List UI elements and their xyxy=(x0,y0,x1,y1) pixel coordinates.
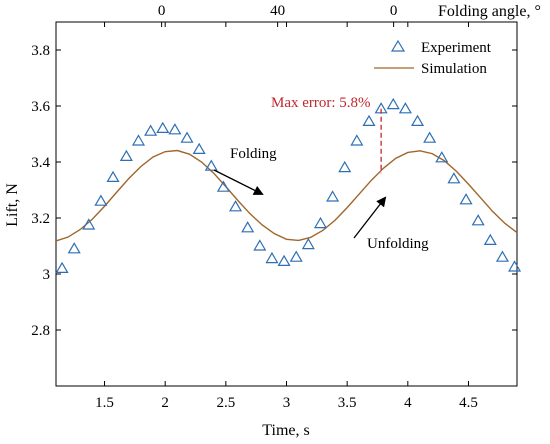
experiment-point xyxy=(144,124,158,136)
experiment-point xyxy=(241,221,255,233)
experiment-point xyxy=(192,142,206,154)
experiment-point xyxy=(423,131,437,143)
y-axis-ticks: 2.8 3 3.2 3.4 3.6 3.8 xyxy=(31,43,517,339)
experiment-point xyxy=(362,114,376,127)
experiment-point xyxy=(398,102,412,114)
x-tick-label: 2 xyxy=(161,395,169,411)
x-tick-label: 3.5 xyxy=(338,395,357,411)
experiment-point xyxy=(106,170,120,182)
experiment-point xyxy=(204,159,218,171)
x-axis-label: Time, s xyxy=(262,422,309,439)
experiment-point xyxy=(94,194,108,206)
top-tick-label: 0 xyxy=(390,3,398,19)
top-tick-label: 0 xyxy=(158,3,166,19)
experiment-point xyxy=(313,216,328,229)
experiment-point xyxy=(386,97,400,110)
experiment-point xyxy=(338,160,352,173)
simulation-line xyxy=(55,149,518,242)
folding-arrow xyxy=(213,169,264,195)
experiment-point xyxy=(253,239,267,251)
experiment-point xyxy=(447,172,461,184)
unfolding-arrow xyxy=(353,196,387,239)
experiment-point xyxy=(229,200,243,212)
experiment-point xyxy=(326,190,340,202)
experiment-point xyxy=(508,260,522,272)
y-tick-label: 3.6 xyxy=(31,99,50,115)
x-tick-label: 4.5 xyxy=(459,395,478,411)
x-tick-label: 2.5 xyxy=(216,395,235,411)
experiment-point xyxy=(180,131,194,143)
x-tick-label: 3 xyxy=(283,395,291,411)
experiment-point xyxy=(435,151,449,163)
experiment-point xyxy=(131,134,146,146)
experiment-point xyxy=(277,254,291,266)
x-tick-label: 1.5 xyxy=(95,395,114,411)
experiment-series xyxy=(55,97,522,273)
experiment-point xyxy=(350,134,364,146)
x-axis-ticks: 1.5 2 2.5 3 3.5 4 4.5 xyxy=(95,22,478,411)
experiment-point xyxy=(289,250,303,262)
max-error-label: Max error: 5.8% xyxy=(271,95,371,111)
experiment-point xyxy=(471,214,485,226)
experiment-point xyxy=(410,114,425,127)
experiment-point xyxy=(82,218,96,230)
legend-experiment-marker xyxy=(390,39,406,52)
top-tick-label: 40 xyxy=(270,3,285,19)
experiment-point xyxy=(119,149,133,161)
top-axis-label: Folding angle, ° xyxy=(438,3,541,20)
experiment-point xyxy=(265,251,279,264)
experiment-point xyxy=(301,237,315,250)
experiment-point xyxy=(55,261,69,273)
y-tick-label: 3 xyxy=(43,267,51,283)
experiment-point xyxy=(216,180,230,192)
top-axis-ticks: 0 40 0 xyxy=(158,3,397,27)
unfolding-label: Unfolding xyxy=(367,236,429,252)
experiment-point xyxy=(156,121,170,133)
simulation-series xyxy=(55,149,518,242)
legend: Experiment Simulation xyxy=(374,39,492,77)
y-tick-label: 3.4 xyxy=(31,155,50,171)
legend-experiment-label: Experiment xyxy=(421,40,492,56)
experiment-point xyxy=(495,250,509,262)
experiment-point xyxy=(459,193,473,205)
y-tick-label: 3.2 xyxy=(31,211,50,227)
y-tick-label: 3.8 xyxy=(31,43,50,59)
experiment-point xyxy=(67,242,81,254)
experiment-point xyxy=(483,233,497,245)
y-axis-label: Lift, N xyxy=(4,183,21,227)
folding-label: Folding xyxy=(230,146,277,162)
legend-simulation-label: Simulation xyxy=(421,61,487,77)
y-tick-label: 2.8 xyxy=(31,323,50,339)
x-tick-label: 4 xyxy=(404,395,412,411)
experiment-point xyxy=(168,123,182,135)
